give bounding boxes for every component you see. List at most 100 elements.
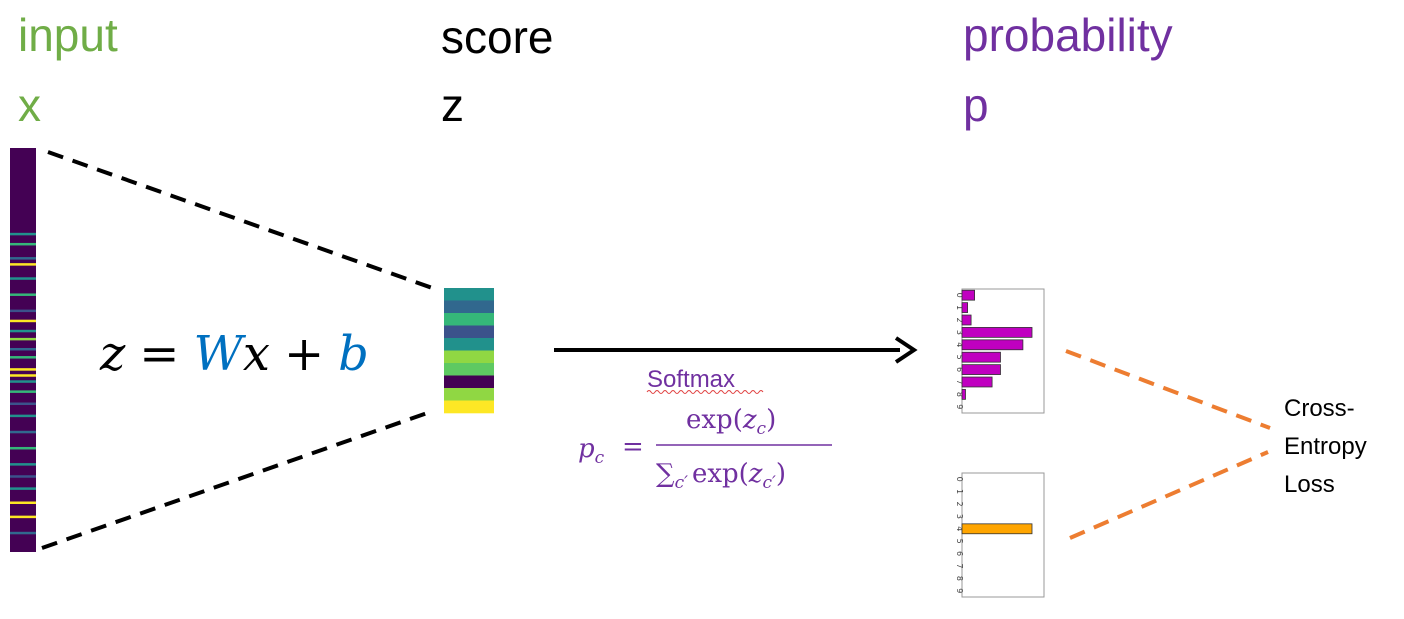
chart-tick-label: 8 bbox=[955, 576, 964, 581]
chart-bar bbox=[961, 364, 1001, 375]
chart-tick-label: 5 bbox=[955, 539, 964, 544]
formula-denominator-close: ) bbox=[776, 459, 786, 489]
input-stripe bbox=[10, 319, 36, 323]
formula-sum-subscript: c′ bbox=[675, 473, 689, 493]
formula-sum: ∑ bbox=[656, 459, 675, 489]
cross-entropy-loss-label: Cross- Entropy Loss bbox=[1284, 390, 1367, 504]
chart-tick-label: 4 bbox=[955, 342, 964, 347]
softmax-formula: pc = exp(zc) ∑c′ exp(zc′) bbox=[578, 405, 832, 493]
loss-line-3: Loss bbox=[1284, 471, 1335, 498]
chart-frame bbox=[961, 472, 1045, 598]
chart-bar bbox=[961, 376, 993, 388]
input-stripe bbox=[10, 430, 36, 434]
chart-tick-label: 3 bbox=[955, 514, 964, 519]
chart-tick-label: 3 bbox=[955, 330, 964, 335]
score-cell bbox=[444, 338, 494, 351]
equation-plus: + bbox=[284, 326, 324, 382]
input-stripe bbox=[10, 380, 36, 383]
svg-text:∑c′exp(zc′): ∑c′ exp(zc′) bbox=[656, 459, 786, 493]
linear-equation: z = Wx + b bbox=[99, 326, 369, 382]
input-stripe bbox=[10, 501, 36, 504]
loss-line-1: Cross- bbox=[1284, 395, 1355, 422]
chart-tick-label: 0 bbox=[955, 293, 964, 298]
score-cell bbox=[444, 350, 494, 364]
chart-bar bbox=[961, 302, 968, 313]
loss-line-2: Entropy bbox=[1284, 433, 1367, 460]
input-stripe bbox=[10, 347, 36, 351]
formula-numerator-z: z bbox=[742, 405, 757, 435]
probability-title: probability bbox=[963, 9, 1173, 61]
score-cell bbox=[444, 388, 494, 401]
chart-tick-label: 2 bbox=[955, 317, 964, 322]
score-cell bbox=[444, 313, 494, 326]
input-stripe bbox=[10, 402, 36, 406]
chart-bar bbox=[961, 289, 976, 301]
input-stripe bbox=[10, 390, 36, 393]
score-cell bbox=[444, 363, 494, 376]
equation-lhs: z bbox=[99, 326, 126, 382]
input-stripe bbox=[10, 257, 36, 260]
formula-denominator-z: z bbox=[748, 459, 763, 489]
input-stripe bbox=[10, 337, 36, 341]
equation-equals: = bbox=[139, 326, 179, 382]
probability-chart: 0 1 2 3 4 5 6 7 8 9 bbox=[955, 288, 1045, 414]
chart-tick-label: 7 bbox=[955, 563, 964, 568]
input-stripe bbox=[10, 232, 36, 236]
score-cell bbox=[444, 375, 494, 389]
input-title: input bbox=[18, 9, 118, 61]
formula-p-subscript: c bbox=[595, 448, 605, 468]
input-stripe bbox=[10, 463, 36, 466]
score-variable: z bbox=[441, 79, 464, 131]
input-vector bbox=[10, 148, 36, 552]
formula-numerator-subscript: c bbox=[757, 419, 767, 439]
chart-tick-label: 8 bbox=[955, 392, 964, 397]
projection-line-top bbox=[47, 150, 439, 292]
input-stripe bbox=[10, 309, 36, 313]
chart-tick-label: 0 bbox=[955, 477, 964, 482]
chart-tick-label: 2 bbox=[955, 501, 964, 506]
input-stripe bbox=[10, 277, 36, 280]
softmax-arrow-head bbox=[894, 336, 918, 364]
chart-tick-label: 9 bbox=[955, 588, 964, 593]
equation-bias: b bbox=[338, 326, 369, 382]
input-stripe bbox=[10, 293, 36, 296]
chart-frame bbox=[961, 288, 1045, 414]
chart-bar bbox=[961, 389, 966, 400]
input-stripe bbox=[10, 368, 36, 371]
chart-tick-label: 1 bbox=[955, 305, 964, 310]
softmax-underline bbox=[646, 390, 764, 394]
input-stripe bbox=[10, 515, 36, 519]
chart-tick-label: 1 bbox=[955, 489, 964, 494]
input-stripe bbox=[10, 446, 36, 450]
svg-text:exp(zc): exp(zc) bbox=[686, 405, 776, 439]
formula-p: p bbox=[578, 434, 595, 464]
input-stripe bbox=[10, 475, 36, 478]
softmax-label: Softmax bbox=[647, 366, 735, 393]
input-stripe bbox=[10, 329, 36, 333]
input-stripe bbox=[10, 242, 36, 246]
input-stripe bbox=[10, 531, 36, 535]
chart-bar bbox=[961, 314, 972, 326]
formula-numerator-close: ) bbox=[766, 405, 776, 435]
input-stripe bbox=[10, 374, 36, 377]
equation-weight: W bbox=[194, 326, 247, 382]
chart-tick-label: 6 bbox=[955, 367, 964, 372]
input-stripe bbox=[10, 414, 36, 418]
formula-numerator-exp: exp( bbox=[686, 405, 743, 435]
chart-tick-label: 5 bbox=[955, 355, 964, 360]
chart-tick-label: 6 bbox=[955, 551, 964, 556]
chart-tick-label: 9 bbox=[955, 404, 964, 409]
chart-tick-label: 4 bbox=[955, 526, 964, 531]
loss-line-top bbox=[1065, 349, 1271, 430]
chart-bar bbox=[961, 523, 1033, 535]
chart-bar bbox=[961, 339, 1024, 351]
formula-equals: = bbox=[622, 432, 644, 462]
loss-line-bottom bbox=[1069, 450, 1269, 540]
score-title: score bbox=[441, 11, 554, 63]
score-cell bbox=[444, 325, 494, 339]
target-chart: 0 1 2 3 4 5 6 7 8 9 bbox=[955, 472, 1045, 598]
input-stripe bbox=[10, 356, 36, 359]
formula-denominator-subscript: c′ bbox=[763, 473, 777, 493]
projection-line-bottom bbox=[41, 410, 431, 550]
